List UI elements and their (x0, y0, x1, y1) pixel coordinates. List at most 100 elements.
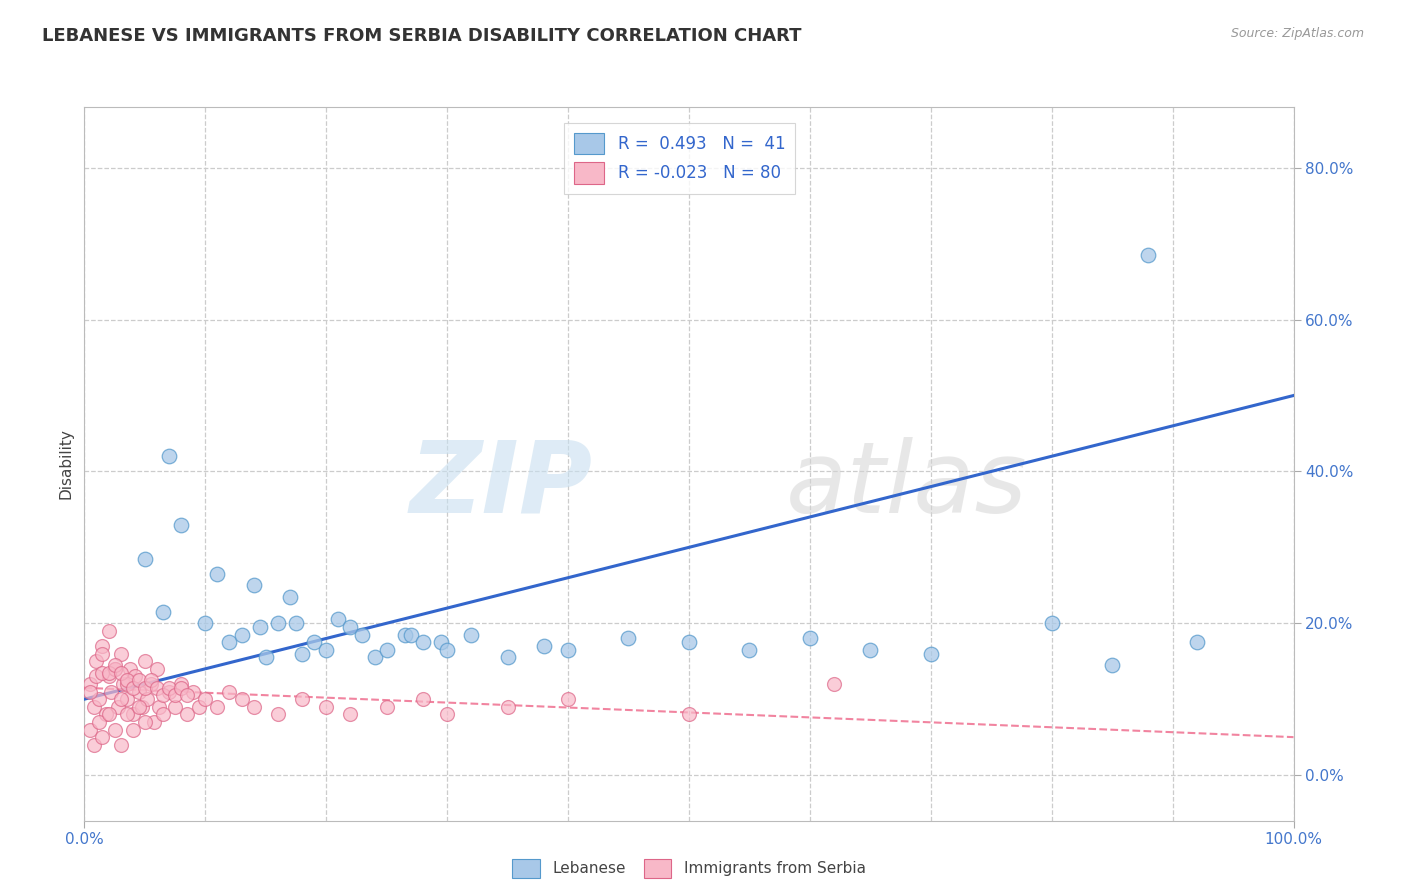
Point (128, 699, 150, 714)
Point (1040, 616, 1063, 631)
Point (115, 692, 138, 706)
Point (194, 616, 217, 631)
Point (496, 699, 519, 714)
Point (110, 665, 132, 680)
Point (738, 643, 761, 657)
Point (115, 673, 138, 688)
Point (194, 692, 217, 706)
Point (1185, 635, 1208, 649)
Text: LEBANESE VS IMMIGRANTS FROM SERBIA DISABILITY CORRELATION CHART: LEBANESE VS IMMIGRANTS FROM SERBIA DISAB… (42, 27, 801, 45)
Point (134, 681, 156, 695)
Point (207, 699, 229, 714)
Point (352, 627, 374, 641)
Point (678, 635, 700, 649)
Point (339, 707, 361, 722)
Point (231, 627, 253, 641)
Point (176, 689, 198, 703)
Point (87, 692, 110, 706)
Point (291, 647, 314, 661)
Point (97, 624, 120, 638)
Point (128, 684, 150, 698)
Point (139, 677, 162, 691)
Point (100, 684, 122, 698)
Point (218, 684, 240, 698)
Point (218, 635, 240, 649)
Point (436, 707, 458, 722)
Point (249, 620, 271, 634)
Point (207, 566, 229, 581)
Point (157, 449, 180, 463)
Point (79, 677, 101, 691)
Point (115, 677, 138, 691)
Point (315, 643, 337, 657)
Point (163, 699, 186, 714)
Point (157, 684, 180, 698)
Point (104, 658, 127, 673)
Text: atlas: atlas (786, 437, 1028, 533)
Point (115, 707, 138, 722)
Point (163, 689, 186, 703)
Point (112, 677, 135, 691)
Point (124, 669, 146, 683)
Point (121, 723, 143, 737)
Point (170, 681, 193, 695)
Point (128, 673, 150, 688)
Point (104, 662, 127, 676)
Point (799, 632, 821, 646)
Point (920, 647, 942, 661)
Point (181, 684, 204, 698)
Point (91, 730, 114, 744)
Point (152, 605, 174, 619)
Point (1137, 248, 1160, 262)
Text: ZIP: ZIP (409, 437, 592, 533)
Point (134, 551, 156, 566)
Point (134, 654, 156, 668)
Point (170, 517, 193, 532)
Point (136, 692, 159, 706)
Point (120, 662, 142, 676)
Point (83, 738, 105, 752)
Point (339, 620, 361, 634)
Point (617, 632, 640, 646)
Point (87, 714, 110, 729)
Point (91, 665, 114, 680)
Point (412, 635, 434, 649)
Point (557, 692, 579, 706)
Point (394, 627, 416, 641)
Point (104, 662, 127, 676)
Point (533, 639, 555, 653)
Point (460, 627, 482, 641)
Point (97, 669, 120, 683)
Point (267, 707, 290, 722)
Point (1101, 658, 1123, 673)
Point (152, 689, 174, 703)
Point (134, 714, 156, 729)
Point (146, 681, 169, 695)
Point (121, 681, 143, 695)
Point (242, 578, 264, 592)
Point (278, 590, 301, 604)
Y-axis label: Disability: Disability (58, 428, 73, 500)
Point (412, 692, 434, 706)
Point (97, 707, 120, 722)
Point (86, 669, 108, 683)
Point (430, 635, 453, 649)
Point (363, 650, 385, 665)
Point (79, 723, 101, 737)
Point (121, 707, 143, 722)
Point (375, 699, 398, 714)
Point (242, 699, 264, 714)
Point (302, 635, 325, 649)
Point (291, 692, 314, 706)
Point (267, 616, 290, 631)
Point (496, 650, 519, 665)
Point (91, 639, 114, 653)
Point (399, 627, 422, 641)
Point (859, 643, 882, 657)
Point (110, 647, 132, 661)
Point (678, 707, 700, 722)
Point (91, 647, 114, 661)
Point (254, 650, 277, 665)
Point (148, 699, 170, 714)
Point (110, 692, 132, 706)
